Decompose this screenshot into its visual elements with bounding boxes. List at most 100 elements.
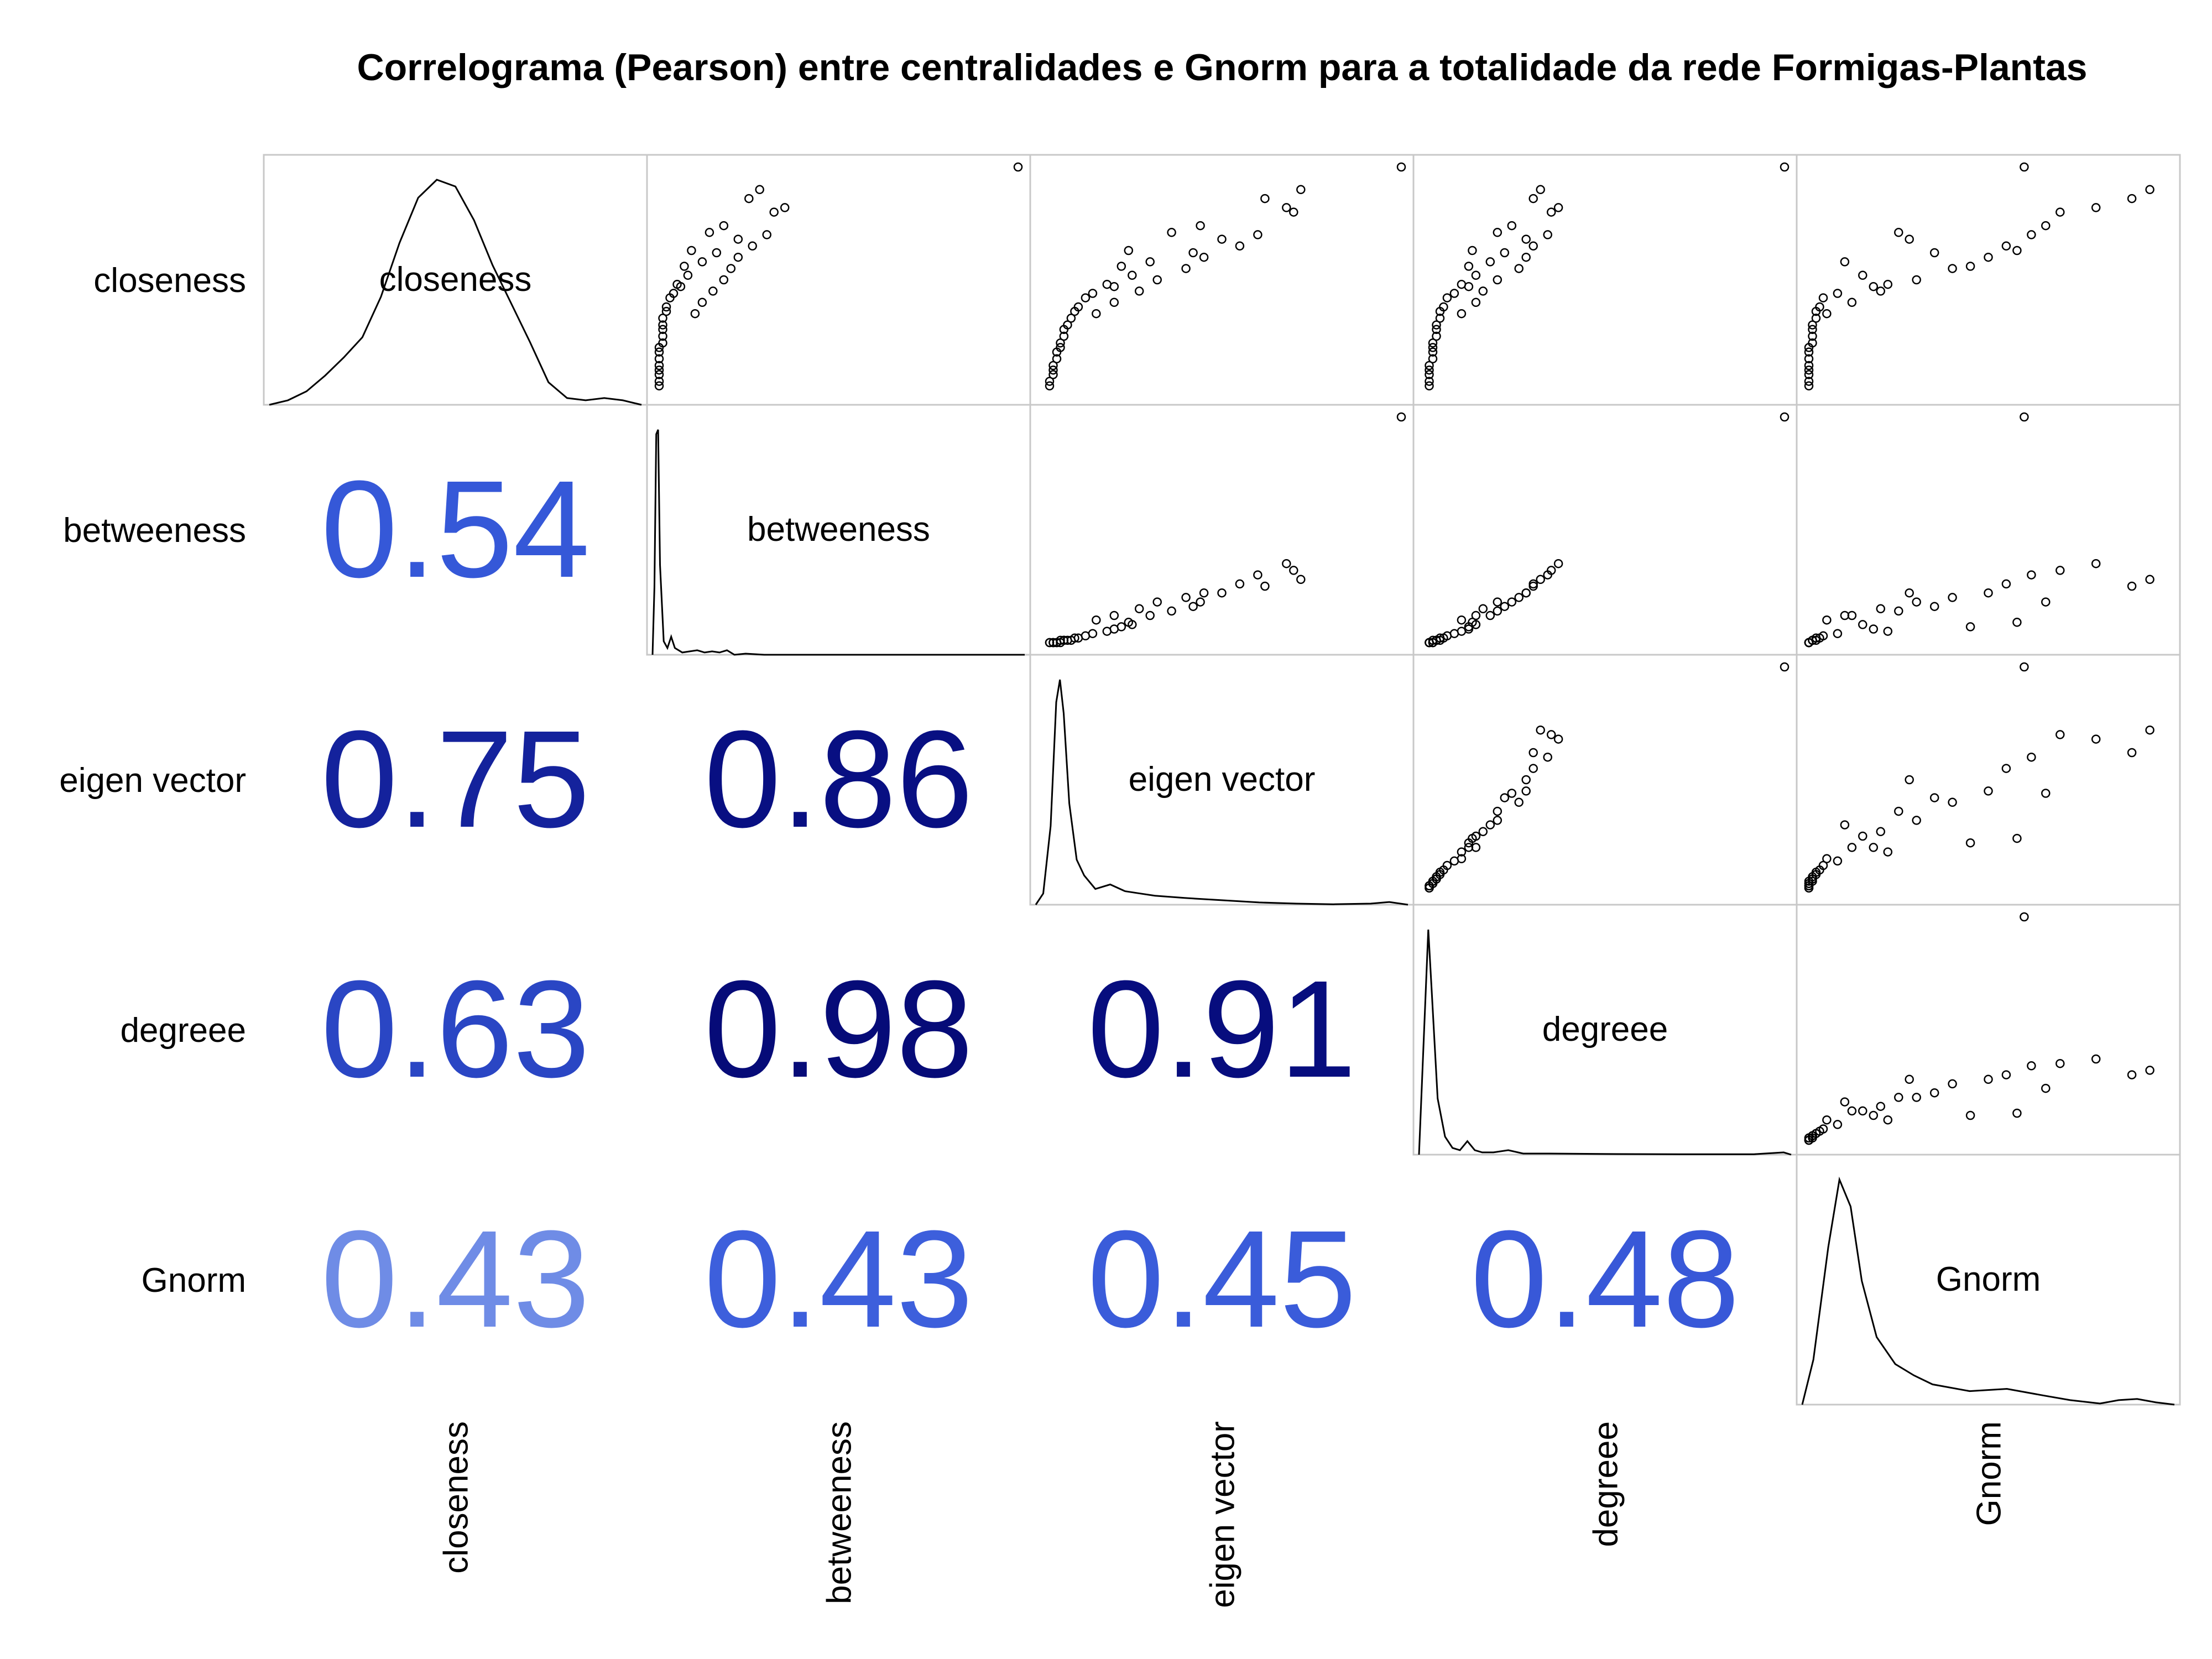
scatter-point-closeness-degreee-21 <box>1432 325 1441 335</box>
diagonal-label-betweeness: betweeness <box>747 510 930 549</box>
scatter-point-closeness-betweeness-0 <box>690 309 700 319</box>
scatter-point-closeness-betweeness-20 <box>658 320 667 330</box>
scatter-point-betweeness-degreee-39 <box>1780 412 1790 422</box>
panel-border-degreee-gnorm <box>1796 904 2181 1156</box>
scatter-point-eigen-vector-degreee-32 <box>1464 843 1474 852</box>
scatter-point-eigen-vector-gnorm-9 <box>2091 734 2101 744</box>
correlation-value-gnorm-betweeness: 0.43 <box>704 1202 973 1356</box>
scatter-point-closeness-gnorm-19 <box>1811 314 1821 323</box>
scatter-point-betweeness-gnorm-37 <box>2127 581 2137 591</box>
scatter-point-degreee-gnorm-11 <box>1929 1088 1939 1098</box>
scatter-point-closeness-degreee-1 <box>1471 298 1481 307</box>
scatter-point-closeness-eigen-vector-38 <box>1296 185 1306 195</box>
scatter-point-closeness-eigen-vector-33 <box>1117 262 1126 271</box>
scatter-point-closeness-betweeness-11 <box>712 248 722 258</box>
scatter-point-eigen-vector-gnorm-4 <box>1948 797 1957 807</box>
scatter-point-closeness-eigen-vector-2 <box>1134 286 1144 296</box>
scatter-point-degreee-gnorm-1 <box>1847 1106 1857 1116</box>
scatter-point-degreee-gnorm-33 <box>1965 1110 1975 1120</box>
scatter-point-closeness-degreee-38 <box>1536 185 1545 195</box>
scatter-point-betweeness-degreee-4 <box>1514 593 1524 602</box>
scatter-point-eigen-vector-gnorm-1 <box>1847 843 1857 852</box>
scatter-point-closeness-betweeness-19 <box>658 314 667 323</box>
scatter-point-closeness-gnorm-0 <box>1822 309 1832 319</box>
scatter-point-closeness-eigen-vector-34 <box>1124 246 1134 255</box>
scatter-point-betweeness-gnorm-39 <box>2020 412 2029 422</box>
scatter-point-eigen-vector-degreee-2 <box>1478 827 1488 837</box>
scatter-point-eigen-vector-gnorm-5 <box>1984 786 1993 796</box>
scatter-point-closeness-degreee-33 <box>1464 262 1474 271</box>
column-label-betweeness: betweeness <box>821 1421 859 1604</box>
scatter-point-betweeness-gnorm-31 <box>1804 638 1814 648</box>
scatter-point-degreee-gnorm-3 <box>1912 1093 1921 1102</box>
scatter-point-closeness-gnorm-38 <box>2145 185 2154 195</box>
scatter-point-closeness-degreee-30 <box>1425 377 1434 386</box>
scatter-point-closeness-degreee-15 <box>1449 289 1459 298</box>
scatter-point-degreee-gnorm-32 <box>1869 1110 1879 1120</box>
scatter-point-closeness-gnorm-2 <box>1876 286 1886 296</box>
correlation-value-degreee-closeness: 0.63 <box>321 952 590 1106</box>
scatter-point-betweeness-degreee-1 <box>1471 611 1481 620</box>
scatter-point-closeness-gnorm-10 <box>1905 234 1914 244</box>
scatter-point-closeness-degreee-39 <box>1780 162 1790 172</box>
scatter-point-degreee-gnorm-4 <box>1948 1079 1957 1089</box>
scatter-point-closeness-betweeness-36 <box>719 221 729 231</box>
scatter-point-closeness-betweeness-24 <box>654 343 664 352</box>
correlation-value-gnorm-degreee: 0.48 <box>1470 1202 1740 1356</box>
scatter-point-closeness-gnorm-27 <box>1804 361 1814 371</box>
scatter-point-closeness-eigen-vector-19 <box>1066 314 1076 323</box>
scatter-point-betweeness-gnorm-33 <box>1965 622 1975 632</box>
scatter-point-closeness-degreee-37 <box>1528 194 1538 204</box>
scatter-point-closeness-degreee-12 <box>1485 257 1495 267</box>
scatter-point-closeness-degreee-35 <box>1493 228 1503 237</box>
scatter-point-closeness-gnorm-6 <box>2001 241 2011 251</box>
scatter-point-closeness-degreee-5 <box>1521 252 1531 262</box>
scatter-point-closeness-degreee-28 <box>1425 365 1434 375</box>
scatter-point-betweeness-eigen-vector-35 <box>1167 606 1176 616</box>
scatter-point-betweeness-eigen-vector-10 <box>1217 588 1227 598</box>
scatter-point-closeness-degreee-32 <box>1464 281 1474 291</box>
scatter-point-eigen-vector-gnorm-36 <box>2041 789 2051 798</box>
scatter-point-closeness-eigen-vector-39 <box>1396 162 1406 172</box>
scatter-point-betweeness-eigen-vector-12 <box>1145 611 1155 620</box>
scatter-point-betweeness-gnorm-2 <box>1876 604 1886 614</box>
scatter-point-betweeness-eigen-vector-2 <box>1134 604 1144 614</box>
scatter-point-betweeness-eigen-vector-33 <box>1117 622 1126 632</box>
scatter-point-closeness-betweeness-17 <box>661 302 671 312</box>
scatter-point-closeness-degreee-19 <box>1435 314 1445 323</box>
scatter-point-closeness-betweeness-18 <box>661 306 671 316</box>
scatter-point-closeness-gnorm-16 <box>1818 293 1828 302</box>
scatter-point-closeness-eigen-vector-5 <box>1199 252 1209 262</box>
scatter-point-eigen-vector-degreee-6 <box>1528 764 1538 773</box>
scatter-point-betweeness-gnorm-0 <box>1822 615 1832 625</box>
scatter-point-degreee-gnorm-34 <box>2012 1108 2022 1118</box>
row-label-closeness: closeness <box>93 262 246 300</box>
scatter-point-eigen-vector-gnorm-2 <box>1876 827 1886 837</box>
panel-border-closeness-gnorm <box>1796 154 2181 406</box>
scatter-point-eigen-vector-degreee-10 <box>1521 775 1531 785</box>
scatter-point-closeness-betweeness-10 <box>733 234 743 244</box>
scatter-point-closeness-degreee-8 <box>1546 207 1556 217</box>
column-label-degreee: degreee <box>1587 1421 1625 1547</box>
scatter-point-degreee-gnorm-39 <box>2020 912 2029 922</box>
row-label-eigen-vector: eigen vector <box>59 761 246 800</box>
scatter-point-closeness-eigen-vector-28 <box>1048 365 1058 375</box>
scatter-point-closeness-betweeness-16 <box>665 293 675 302</box>
scatter-point-betweeness-eigen-vector-38 <box>1296 575 1306 585</box>
scatter-point-closeness-degreee-22 <box>1432 331 1441 341</box>
scatter-point-closeness-degreee-13 <box>1471 270 1481 280</box>
scatter-point-betweeness-gnorm-35 <box>1894 606 1903 616</box>
scatter-point-closeness-gnorm-3 <box>1912 275 1921 285</box>
scatter-point-closeness-gnorm-29 <box>1804 370 1814 379</box>
scatter-point-betweeness-degreee-35 <box>1493 606 1503 616</box>
scatter-point-degreee-gnorm-36 <box>2041 1083 2051 1093</box>
scatter-point-closeness-degreee-6 <box>1528 241 1538 251</box>
scatter-point-degreee-gnorm-6 <box>2001 1070 2011 1079</box>
scatter-point-betweeness-gnorm-13 <box>1858 620 1867 629</box>
scatter-point-eigen-vector-degreee-31 <box>1425 883 1434 893</box>
row-labels: closeness betweeness eigen vector degreee Gn… <box>59 262 246 1300</box>
scatter-point-closeness-degreee-10 <box>1521 234 1531 244</box>
scatter-point-eigen-vector-gnorm-6 <box>2001 764 2011 773</box>
scatter-point-closeness-eigen-vector-13 <box>1128 270 1137 280</box>
scatter-point-betweeness-eigen-vector-6 <box>1235 579 1245 589</box>
